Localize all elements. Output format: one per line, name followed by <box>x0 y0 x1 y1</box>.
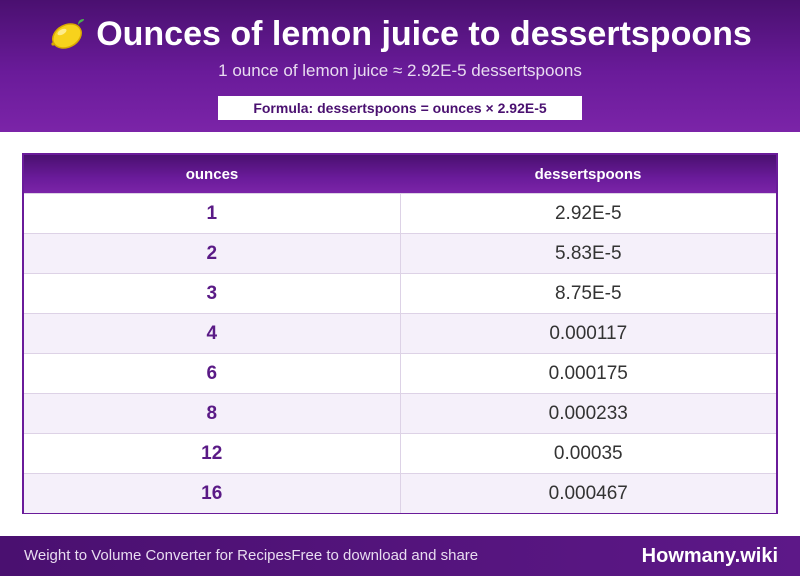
page-title: Ounces of lemon juice to dessertspoons <box>96 15 752 53</box>
ounces-cell: 8 <box>24 393 401 434</box>
formula-box: Formula: dessertspoons = ounces × 2.92E-… <box>218 96 582 120</box>
ounces-cell: 12 <box>24 433 401 474</box>
header-banner: Ounces of lemon juice to dessertspoons 1… <box>0 0 800 132</box>
table-row: 3 8.75E-5 <box>24 273 776 314</box>
brand-logo-text[interactable]: Howmany.wiki <box>641 545 778 567</box>
table-row: 12 0.00035 <box>24 433 776 474</box>
conversion-table-container: ounces dessertspoons 1 2.92E-5 2 5.83E-5… <box>22 153 778 514</box>
lemon-icon <box>51 19 85 49</box>
footer-bar: Weight to Volume Converter for RecipesFr… <box>0 536 800 576</box>
ounces-cell: 1 <box>24 193 401 234</box>
ounces-cell: 2 <box>24 233 401 274</box>
page-title-row: Ounces of lemon juice to dessertspoons <box>0 12 800 56</box>
page-subtitle: 1 ounce of lemon juice ≈ 2.92E-5 dessert… <box>218 61 582 80</box>
table-row: 2 5.83E-5 <box>24 233 776 274</box>
table-row: 8 0.000233 <box>24 393 776 434</box>
dessertspoons-cell: 5.83E-5 <box>400 233 776 274</box>
dessertspoons-cell: 0.000117 <box>400 313 776 354</box>
dessertspoons-cell: 2.92E-5 <box>400 193 776 234</box>
table-row: 16 0.000467 <box>24 473 776 513</box>
dessertspoons-cell: 0.000233 <box>400 393 776 434</box>
dessertspoons-cell: 0.00035 <box>400 433 776 474</box>
footer-text-left: Weight to Volume Converter for Recipes <box>24 547 292 564</box>
table-row: 6 0.000175 <box>24 353 776 394</box>
dessertspoons-cell: 8.75E-5 <box>400 273 776 314</box>
table-row: 1 2.92E-5 <box>24 193 776 234</box>
ounces-cell: 16 <box>24 473 401 513</box>
footer-text-right: Free to download and share <box>291 547 479 564</box>
ounces-cell: 3 <box>24 273 401 314</box>
dessertspoons-cell: 0.000467 <box>400 473 776 513</box>
ounces-cell: 6 <box>24 353 401 394</box>
column-header-dessertspoons: dessertspoons <box>400 155 776 194</box>
table-row: 4 0.000117 <box>24 313 776 354</box>
footer-text: Weight to Volume Converter for RecipesFr… <box>24 536 478 576</box>
dessertspoons-cell: 0.000175 <box>400 353 776 394</box>
ounces-cell: 4 <box>24 313 401 354</box>
conversion-table: ounces dessertspoons 1 2.92E-5 2 5.83E-5… <box>24 155 776 513</box>
column-header-ounces: ounces <box>24 155 400 194</box>
table-header-row: ounces dessertspoons <box>24 155 776 194</box>
